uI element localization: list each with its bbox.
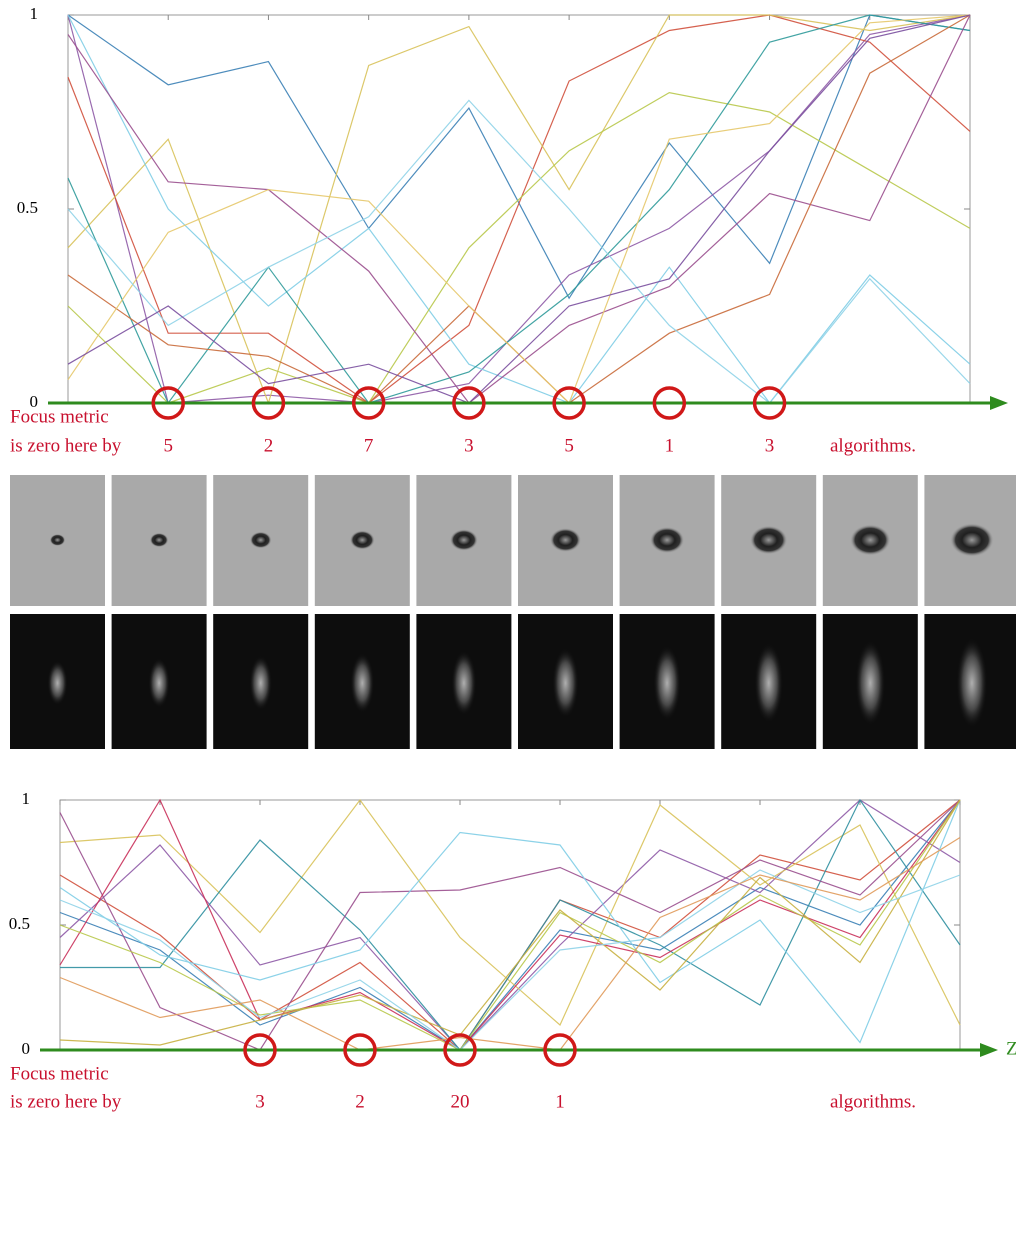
z-axis-label: Z bbox=[1006, 1038, 1016, 1059]
annotation: algorithms. bbox=[830, 435, 916, 456]
annotation: Focus metric bbox=[10, 406, 109, 427]
particle bbox=[850, 524, 891, 555]
series-line bbox=[68, 100, 970, 403]
image-strips bbox=[10, 475, 1016, 749]
particle bbox=[150, 533, 169, 547]
figure: 0 0.5 1 Z Focus metric is zero here by algorit… bbox=[0, 0, 1016, 1253]
spectrum bbox=[149, 659, 170, 708]
spectrum bbox=[755, 644, 783, 723]
annotation: Focus metric bbox=[10, 1063, 109, 1084]
y-tick-label: 0 bbox=[22, 1039, 31, 1058]
particle bbox=[950, 523, 994, 557]
spectrum bbox=[856, 641, 886, 725]
series-line bbox=[68, 15, 970, 403]
y-tick-label: 1 bbox=[22, 789, 31, 808]
zero-count: 5 bbox=[564, 435, 574, 456]
spectrum bbox=[48, 661, 68, 705]
particle bbox=[550, 528, 581, 552]
particle bbox=[50, 534, 66, 546]
particle bbox=[650, 527, 684, 553]
particle bbox=[350, 530, 375, 549]
annotation: is zero here by bbox=[10, 435, 122, 456]
zero-count: 2 bbox=[264, 435, 274, 456]
spectrum bbox=[452, 651, 477, 715]
z-arrowhead bbox=[980, 1043, 998, 1057]
spectrum bbox=[957, 639, 988, 728]
spectrum bbox=[553, 649, 579, 718]
series-line bbox=[68, 15, 970, 403]
spectrum bbox=[654, 646, 681, 720]
series-line bbox=[60, 800, 960, 1050]
y-tick-label: 1 bbox=[30, 4, 39, 23]
y-tick-label: 0.5 bbox=[9, 914, 30, 933]
zero-count: 3 bbox=[255, 1091, 265, 1112]
zero-count: 1 bbox=[665, 435, 675, 456]
y-tick-label: 0.5 bbox=[17, 198, 38, 217]
zero-count: 2 bbox=[355, 1091, 365, 1112]
series-line bbox=[68, 15, 970, 403]
z-arrowhead bbox=[990, 396, 1008, 410]
annotation: algorithms. bbox=[830, 1091, 916, 1112]
annotation: is zero here by bbox=[10, 1091, 122, 1112]
series-line bbox=[68, 15, 970, 403]
series-line bbox=[68, 15, 970, 403]
zero-count: 5 bbox=[163, 435, 173, 456]
series-line bbox=[68, 15, 970, 403]
series-line bbox=[68, 15, 970, 403]
zero-count: 1 bbox=[555, 1091, 565, 1112]
series-line bbox=[68, 93, 970, 403]
zero-count: 20 bbox=[451, 1091, 470, 1112]
particle bbox=[450, 529, 478, 551]
spectrum bbox=[250, 656, 272, 710]
series-line bbox=[60, 800, 960, 1043]
zero-count: 3 bbox=[464, 435, 474, 456]
zero-count: 7 bbox=[364, 435, 374, 456]
plot-frame bbox=[68, 15, 970, 403]
series-line bbox=[68, 15, 970, 403]
spectrum bbox=[351, 654, 375, 713]
particle bbox=[250, 532, 272, 549]
zero-count: 3 bbox=[765, 435, 775, 456]
particle bbox=[750, 526, 787, 555]
series-line bbox=[68, 15, 970, 403]
